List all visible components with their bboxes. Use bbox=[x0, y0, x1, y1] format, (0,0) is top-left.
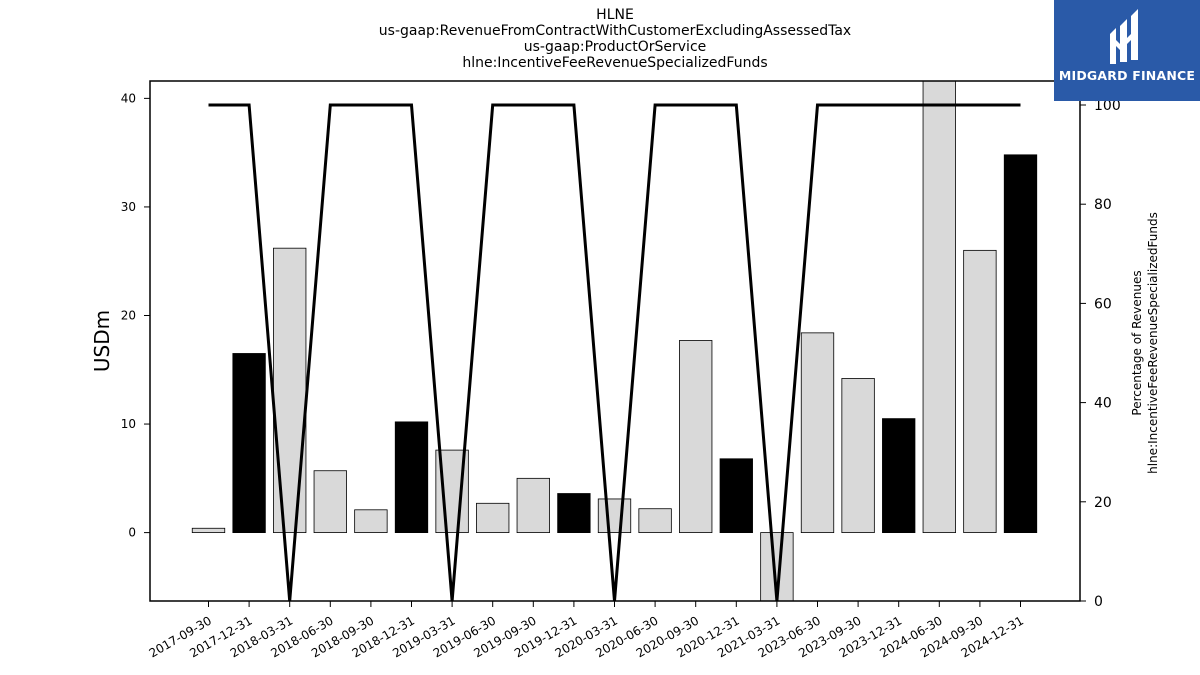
bar-2023-12-31 bbox=[882, 418, 916, 534]
y2-tick-label-40: 40 bbox=[1094, 396, 1112, 412]
chart-subtitle-member: hlne:IncentiveFeeRevenueSpecializedFunds bbox=[462, 55, 768, 71]
y2-tick-label-60: 60 bbox=[1094, 296, 1112, 312]
bar-2024-06-30 bbox=[922, 80, 956, 534]
chart-subtitle-axis: us-gaap:ProductOrService bbox=[523, 39, 707, 55]
bar-2017-09-30 bbox=[191, 527, 226, 534]
y2-axis-label-line2: hlne:IncentiveFeeRevenueSpecializedFunds bbox=[1146, 212, 1160, 474]
y2-tick-label-100: 100 bbox=[1094, 98, 1121, 114]
bar-2024-12-31 bbox=[1003, 154, 1038, 534]
y-tick-label-10: 10 bbox=[121, 417, 136, 431]
y2-tick-label-80: 80 bbox=[1094, 197, 1112, 213]
y2-tick-label-20: 20 bbox=[1094, 495, 1112, 511]
bar-2020-06-30 bbox=[638, 508, 672, 534]
y2-tick-label-0: 0 bbox=[1094, 594, 1103, 610]
bar-2023-06-30 bbox=[800, 332, 835, 534]
bar-2018-03-31 bbox=[273, 247, 307, 534]
logo-mark-icon bbox=[1110, 9, 1138, 64]
y-axis-label: USDm bbox=[90, 310, 114, 372]
y2-axis-label-line1: Percentage of Revenues bbox=[1130, 270, 1144, 415]
bar-2018-06-30 bbox=[313, 470, 347, 534]
bar-2019-06-30 bbox=[476, 502, 510, 534]
logo-text: MIDGARD FINANCE bbox=[1058, 68, 1196, 83]
y-tick-label-40: 40 bbox=[121, 91, 136, 105]
chart-subtitle-concept: us-gaap:RevenueFromContractWithCustomerE… bbox=[378, 23, 852, 39]
bar-2019-12-31 bbox=[557, 493, 591, 534]
bar-2020-03-31 bbox=[597, 498, 632, 534]
chart-title: HLNE bbox=[596, 7, 634, 23]
brand-logo: MIDGARD FINANCE bbox=[1054, 0, 1200, 101]
bar-2020-09-30 bbox=[679, 340, 713, 534]
bar-2024-09-30 bbox=[963, 249, 997, 534]
y-tick-label-0: 0 bbox=[128, 526, 136, 540]
y-tick-label-30: 30 bbox=[121, 200, 136, 214]
bar-2020-12-31 bbox=[719, 458, 753, 534]
bar-2023-09-30 bbox=[841, 378, 875, 534]
y-tick-label-20: 20 bbox=[121, 308, 136, 322]
bar-2017-12-31 bbox=[232, 353, 266, 534]
bar-2019-09-30 bbox=[516, 477, 550, 534]
bar-2018-09-30 bbox=[354, 509, 388, 534]
bar-2018-12-31 bbox=[394, 421, 429, 534]
